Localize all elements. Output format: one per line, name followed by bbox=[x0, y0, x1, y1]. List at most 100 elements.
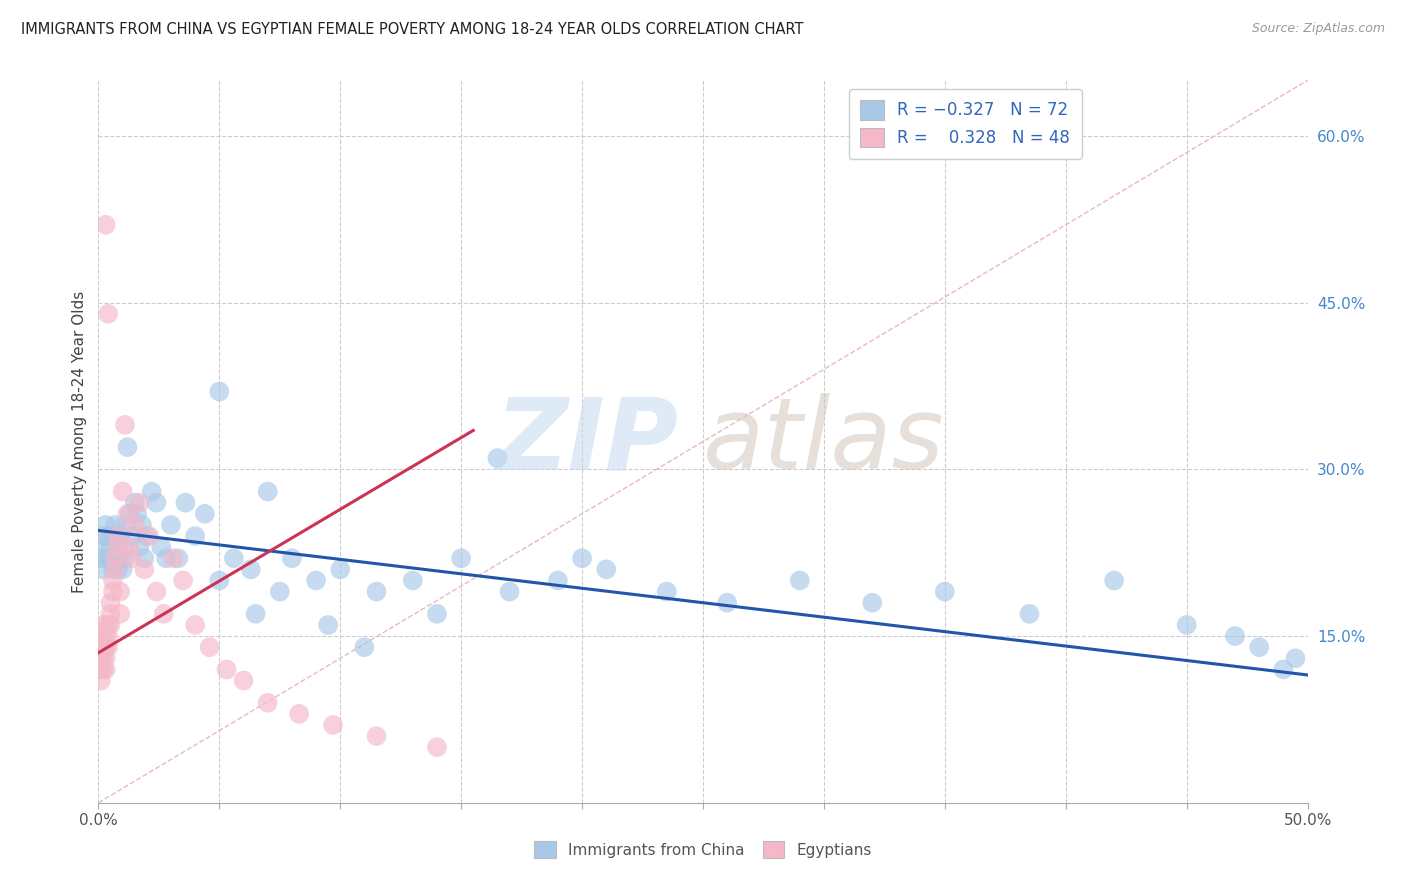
Point bbox=[155, 551, 177, 566]
Point bbox=[134, 551, 156, 566]
Point bbox=[121, 529, 143, 543]
Point bbox=[91, 562, 114, 576]
Point bbox=[100, 551, 122, 566]
Point bbox=[208, 574, 231, 588]
Point bbox=[269, 584, 291, 599]
Point bbox=[595, 562, 617, 576]
Point bbox=[152, 607, 174, 621]
Point bbox=[215, 662, 238, 676]
Point bbox=[127, 507, 149, 521]
Point bbox=[91, 651, 114, 665]
Point bbox=[322, 718, 344, 732]
Point bbox=[198, 640, 221, 655]
Point bbox=[426, 740, 449, 755]
Point bbox=[97, 640, 120, 655]
Point bbox=[94, 629, 117, 643]
Point bbox=[124, 496, 146, 510]
Point bbox=[118, 540, 141, 554]
Point bbox=[934, 584, 956, 599]
Point bbox=[353, 640, 375, 655]
Point bbox=[498, 584, 520, 599]
Point bbox=[104, 551, 127, 566]
Point bbox=[128, 496, 150, 510]
Point bbox=[1223, 629, 1246, 643]
Point bbox=[90, 651, 112, 665]
Point bbox=[245, 607, 267, 621]
Point bbox=[97, 307, 120, 321]
Point bbox=[90, 673, 112, 688]
Point bbox=[128, 540, 150, 554]
Point bbox=[1284, 651, 1306, 665]
Point bbox=[145, 584, 167, 599]
Point bbox=[107, 562, 129, 576]
Point bbox=[184, 618, 207, 632]
Point bbox=[135, 529, 157, 543]
Point bbox=[108, 529, 131, 543]
Text: IMMIGRANTS FROM CHINA VS EGYPTIAN FEMALE POVERTY AMONG 18-24 YEAR OLDS CORRELATI: IMMIGRANTS FROM CHINA VS EGYPTIAN FEMALE… bbox=[21, 22, 804, 37]
Point bbox=[162, 551, 184, 566]
Point bbox=[145, 496, 167, 510]
Point bbox=[94, 517, 117, 532]
Point bbox=[1102, 574, 1125, 588]
Point bbox=[256, 484, 278, 499]
Point bbox=[138, 529, 160, 543]
Point bbox=[150, 540, 173, 554]
Point bbox=[184, 529, 207, 543]
Point bbox=[426, 607, 449, 621]
Point bbox=[94, 540, 117, 554]
Point bbox=[131, 517, 153, 532]
Point bbox=[94, 218, 117, 232]
Point bbox=[104, 517, 127, 532]
Point bbox=[94, 651, 117, 665]
Point bbox=[104, 551, 127, 566]
Point bbox=[1018, 607, 1040, 621]
Point bbox=[222, 551, 245, 566]
Point bbox=[91, 662, 114, 676]
Point bbox=[107, 529, 129, 543]
Point bbox=[1249, 640, 1271, 655]
Point bbox=[111, 540, 134, 554]
Point bbox=[111, 484, 134, 499]
Point bbox=[789, 574, 811, 588]
Point bbox=[305, 574, 328, 588]
Point bbox=[114, 517, 136, 532]
Point bbox=[716, 596, 738, 610]
Point bbox=[208, 384, 231, 399]
Point bbox=[91, 640, 114, 655]
Text: atlas: atlas bbox=[703, 393, 945, 490]
Point bbox=[97, 618, 120, 632]
Point bbox=[141, 484, 163, 499]
Point bbox=[114, 551, 136, 566]
Point bbox=[108, 584, 131, 599]
Text: ZIP: ZIP bbox=[496, 393, 679, 490]
Point bbox=[104, 562, 127, 576]
Point bbox=[486, 451, 509, 466]
Point bbox=[94, 662, 117, 676]
Point bbox=[97, 551, 120, 566]
Point bbox=[121, 551, 143, 566]
Point bbox=[108, 551, 131, 566]
Point bbox=[91, 529, 114, 543]
Point bbox=[94, 640, 117, 655]
Point bbox=[101, 574, 124, 588]
Point bbox=[547, 574, 569, 588]
Point bbox=[90, 629, 112, 643]
Point bbox=[281, 551, 304, 566]
Point bbox=[100, 618, 122, 632]
Point bbox=[101, 562, 124, 576]
Point bbox=[232, 673, 254, 688]
Point bbox=[101, 529, 124, 543]
Point bbox=[174, 496, 197, 510]
Point bbox=[117, 440, 139, 454]
Point bbox=[100, 607, 122, 621]
Point bbox=[90, 662, 112, 676]
Point bbox=[108, 607, 131, 621]
Point bbox=[100, 540, 122, 554]
Point bbox=[288, 706, 311, 721]
Point bbox=[239, 562, 262, 576]
Point bbox=[194, 507, 217, 521]
Point bbox=[134, 562, 156, 576]
Point bbox=[316, 618, 339, 632]
Point bbox=[114, 417, 136, 432]
Point bbox=[329, 562, 352, 576]
